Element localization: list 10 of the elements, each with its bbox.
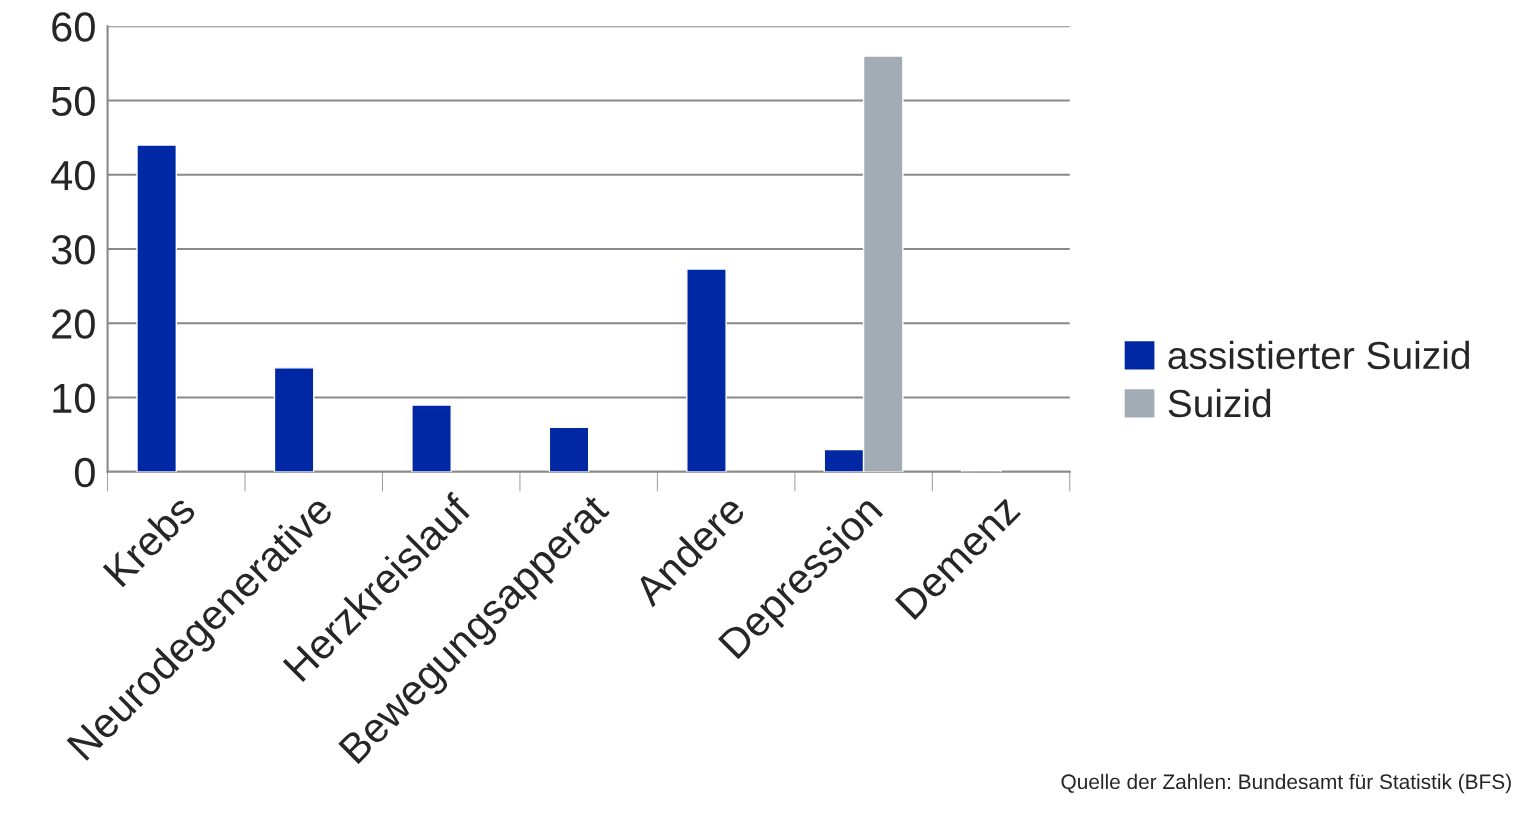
y-tick-label: 20 [52,309,95,339]
y-tick-label: 50 [51,86,95,117]
y-tick-label: 60 [52,12,95,42]
legend-label: Suizid [1168,388,1271,418]
y-tick-label: 10 [53,383,95,414]
y-tick-label: 0 [74,457,95,488]
legend-label: assistierter Suizid [1168,340,1469,370]
y-tick-label: 40 [51,160,95,191]
y-tick-label: 30 [51,235,95,265]
source-note: Quelle der Zahlen: Bundesamt für Statistik (BFS) [1061,773,1511,794]
